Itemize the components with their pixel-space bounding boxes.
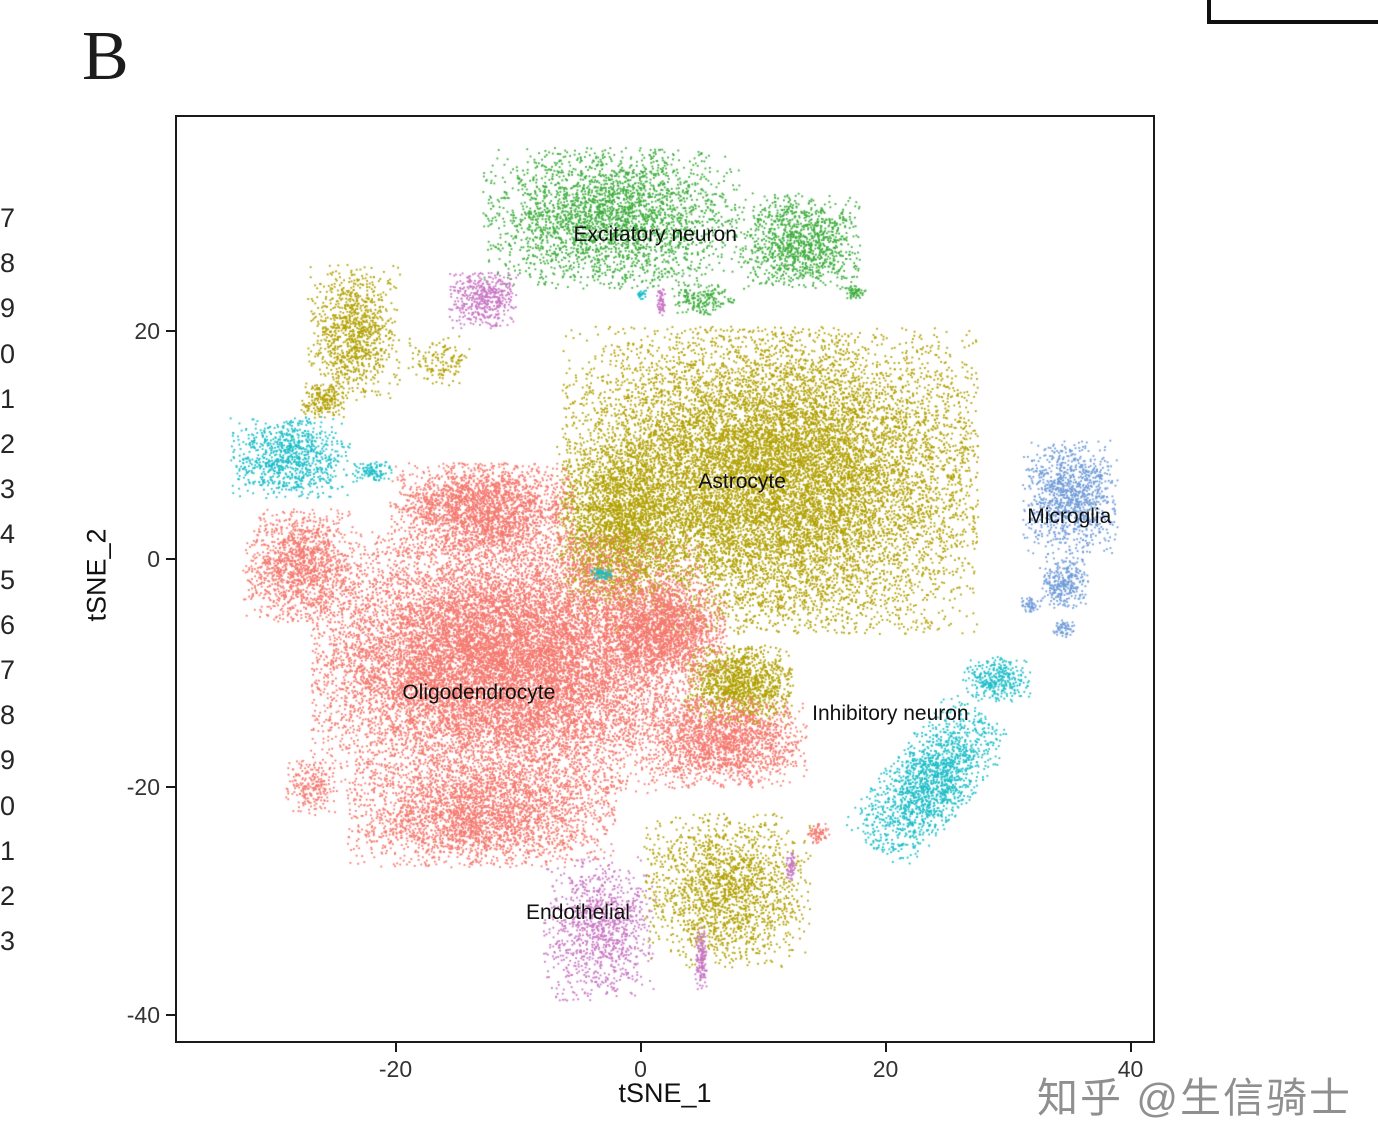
y-axis-title: tSNE_2 [81, 528, 112, 622]
cropped-legend-digit: 0 [0, 790, 16, 821]
cropped-legend-digit: 9 [0, 745, 16, 776]
y-tick-label: 20 [134, 318, 160, 345]
tsne-scatter-canvas [175, 115, 1155, 1043]
cropped-legend-digit: 3 [0, 926, 16, 957]
x-tick-label: 40 [1117, 1056, 1144, 1082]
x-tick-label: 0 [634, 1056, 647, 1082]
cropped-legend-digit: 8 [0, 700, 16, 731]
cluster-label-endothelial: Endothelial [526, 901, 630, 925]
cropped-legend-digit: 5 [0, 564, 16, 595]
y-tick-label: -40 [126, 1001, 160, 1028]
x-tick-mark [394, 1043, 397, 1052]
x-tick-label: -20 [378, 1056, 413, 1082]
cropped-legend-digit: 8 [0, 248, 16, 279]
y-tick-mark [166, 558, 175, 561]
y-tick-mark [166, 1013, 175, 1016]
cropped-legend-digit: 7 [0, 655, 16, 685]
cropped-legend-digit: 2 [0, 429, 16, 459]
cropped-legend-digit: 6 [0, 609, 16, 640]
adjacent-panel-box-fragment [1207, 0, 1378, 24]
cropped-legend-digit: 3 [0, 474, 16, 505]
panel-label: B [82, 18, 129, 95]
plot-area [175, 115, 1155, 1043]
x-tick-mark [1129, 1043, 1132, 1052]
x-tick-mark [884, 1043, 887, 1052]
x-tick-mark [639, 1043, 642, 1052]
cluster-label-excitatory-neuron: Excitatory neuron [573, 222, 737, 246]
y-tick-label: 0 [147, 546, 160, 573]
cluster-label-inhibitory-neuron: Inhibitory neuron [812, 701, 969, 725]
y-tick-label: -20 [126, 773, 160, 800]
cluster-label-astrocyte: Astrocyte [698, 469, 786, 493]
y-tick-mark [166, 330, 175, 333]
x-tick-label: 20 [872, 1056, 899, 1082]
watermark: 知乎 @生信骑士 [1036, 1075, 1352, 1121]
cluster-label-microglia: Microglia [1027, 504, 1112, 528]
cropped-legend-digit: 9 [0, 293, 16, 324]
cropped-legend-digit: 2 [0, 881, 16, 911]
x-axis-title: tSNE_1 [618, 1078, 712, 1108]
cropped-legend-digit: 0 [0, 338, 16, 369]
y-tick-mark [166, 785, 175, 788]
cropped-legend-digit: 4 [0, 519, 16, 550]
cluster-label-oligodendrocyte: Oligodendrocyte [402, 681, 556, 705]
cropped-legend-digit: 1 [0, 383, 16, 414]
cropped-legend-digit: 1 [0, 835, 16, 866]
cropped-legend-digit: 7 [0, 203, 16, 233]
